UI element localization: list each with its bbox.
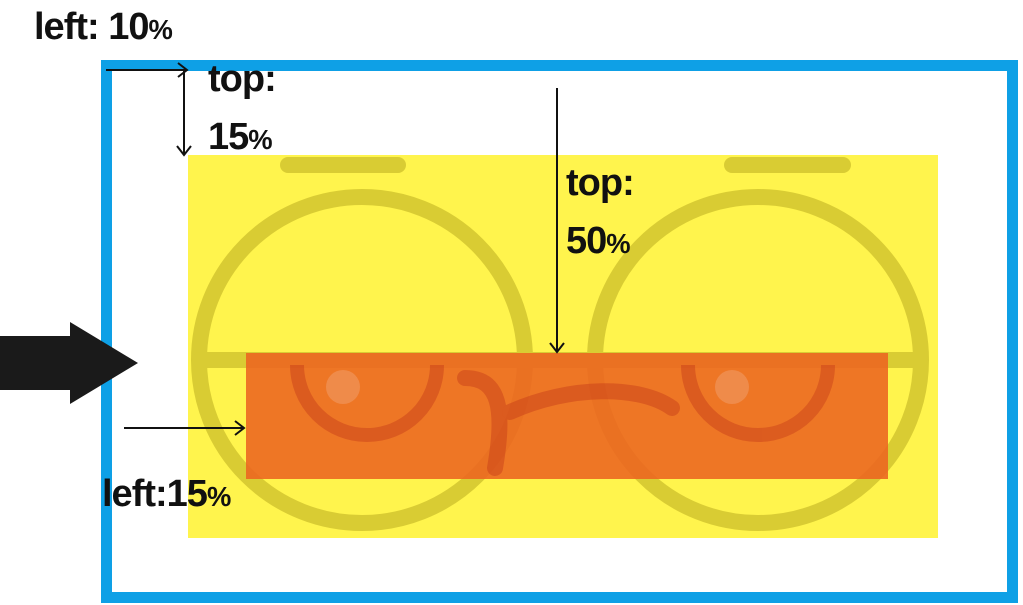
big-right-arrow-icon bbox=[0, 322, 138, 404]
dimension-arrows bbox=[106, 62, 565, 436]
inner-top-label-line1: top: bbox=[566, 162, 635, 204]
inner-left-prefix: left: bbox=[102, 473, 168, 515]
outer-top-value: 15 bbox=[208, 116, 249, 158]
outer-top-label-line1: top: bbox=[208, 58, 277, 100]
outer-left-label: left: 10% bbox=[34, 6, 173, 48]
inner-left-label: left:15% bbox=[102, 473, 231, 515]
right-eye bbox=[681, 364, 835, 442]
inner-top-value: 50 bbox=[566, 220, 607, 262]
left-pupil bbox=[326, 370, 360, 404]
outer-left-unit: % bbox=[148, 14, 173, 45]
inner-left-value: 15 bbox=[166, 473, 208, 515]
outer-left-prefix: left: bbox=[34, 6, 100, 48]
right-pupil bbox=[715, 370, 749, 404]
inner-top-prefix: top: bbox=[566, 162, 635, 204]
outer-left-value: 10 bbox=[108, 6, 149, 48]
outer-top-label-line2: 15% bbox=[208, 116, 273, 158]
nose bbox=[457, 370, 508, 476]
outer-top-prefix: top: bbox=[208, 58, 277, 100]
outer-top-unit: % bbox=[248, 124, 272, 155]
mouth bbox=[502, 383, 680, 420]
inner-top-label-line2: 50% bbox=[566, 220, 631, 262]
inner-top-unit: % bbox=[606, 228, 630, 259]
inner-left-unit: % bbox=[206, 481, 231, 512]
left-eye bbox=[290, 364, 444, 442]
face-features bbox=[290, 364, 835, 476]
